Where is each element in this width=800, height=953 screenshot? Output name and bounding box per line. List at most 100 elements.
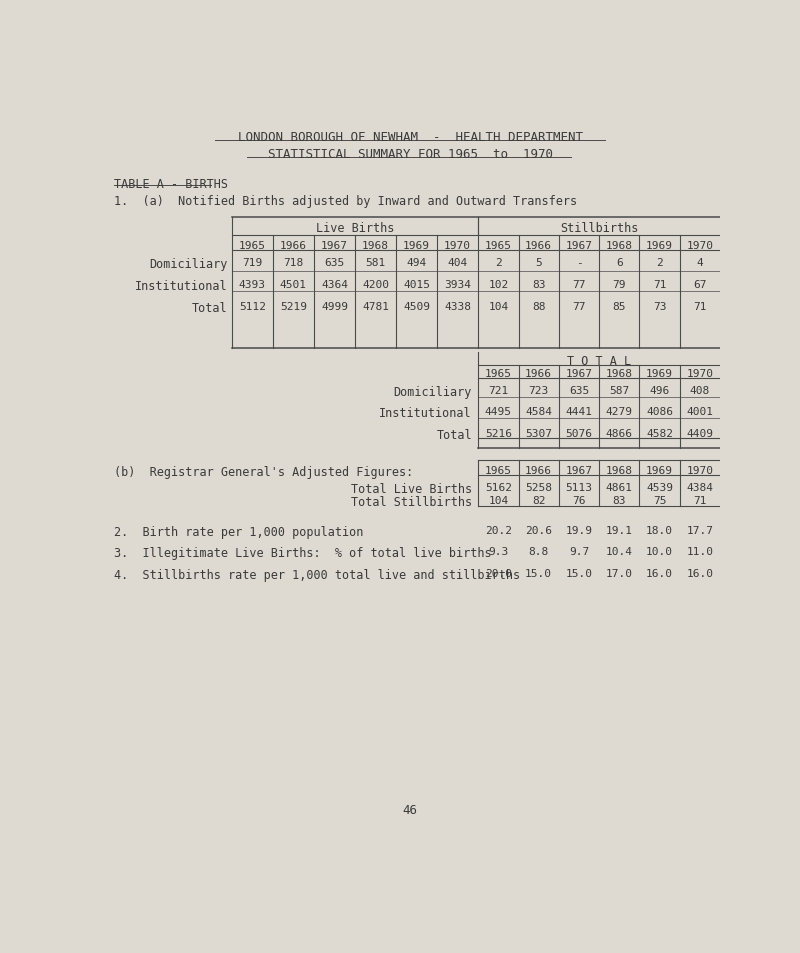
Text: 17.7: 17.7 — [686, 526, 714, 536]
Text: 1967: 1967 — [566, 369, 593, 379]
Text: 1970: 1970 — [686, 369, 714, 379]
Text: 8.8: 8.8 — [529, 547, 549, 557]
Text: Total: Total — [192, 301, 228, 314]
Text: 6: 6 — [616, 258, 622, 268]
Text: 4338: 4338 — [444, 301, 471, 312]
Text: (b)  Registrar General's Adjusted Figures:: (b) Registrar General's Adjusted Figures… — [114, 465, 413, 478]
Text: Total Stillbirths: Total Stillbirths — [351, 496, 472, 509]
Text: STATISTICAL SUMMARY FOR 1965  to  1970: STATISTICAL SUMMARY FOR 1965 to 1970 — [267, 149, 553, 161]
Text: 18.0: 18.0 — [646, 526, 673, 536]
Text: 719: 719 — [242, 258, 262, 268]
Text: 404: 404 — [447, 258, 468, 268]
Text: 82: 82 — [532, 496, 546, 506]
Text: 408: 408 — [690, 385, 710, 395]
Text: 1967: 1967 — [566, 465, 593, 476]
Text: 9.7: 9.7 — [569, 547, 589, 557]
Text: -: - — [575, 258, 582, 268]
Text: 4501: 4501 — [280, 280, 307, 290]
Text: 1968: 1968 — [606, 240, 633, 251]
Text: Domiciliary: Domiciliary — [394, 385, 472, 398]
Text: 4495: 4495 — [485, 407, 512, 416]
Text: 587: 587 — [609, 385, 630, 395]
Text: 635: 635 — [569, 385, 589, 395]
Text: 4866: 4866 — [606, 428, 633, 438]
Text: 1966: 1966 — [280, 240, 307, 251]
Text: Institutional: Institutional — [379, 407, 472, 419]
Text: 85: 85 — [613, 301, 626, 312]
Text: 4200: 4200 — [362, 280, 389, 290]
Text: 5: 5 — [535, 258, 542, 268]
Text: 1966: 1966 — [525, 369, 552, 379]
Text: Total: Total — [436, 428, 472, 441]
Text: 723: 723 — [529, 385, 549, 395]
Text: 20.2: 20.2 — [485, 526, 512, 536]
Text: 4001: 4001 — [686, 407, 714, 416]
Text: 102: 102 — [488, 280, 509, 290]
Text: 1969: 1969 — [403, 240, 430, 251]
Text: 635: 635 — [324, 258, 345, 268]
Text: 1970: 1970 — [686, 240, 714, 251]
Text: Institutional: Institutional — [135, 280, 228, 293]
Text: 1965: 1965 — [485, 465, 512, 476]
Text: 1967: 1967 — [566, 240, 593, 251]
Text: 1967: 1967 — [321, 240, 348, 251]
Text: 16.0: 16.0 — [686, 568, 714, 578]
Text: 83: 83 — [532, 280, 546, 290]
Text: 4409: 4409 — [686, 428, 714, 438]
Text: 1965: 1965 — [485, 369, 512, 379]
Text: 496: 496 — [650, 385, 670, 395]
Text: 721: 721 — [488, 385, 509, 395]
Text: 10.4: 10.4 — [606, 547, 633, 557]
Text: 104: 104 — [488, 496, 509, 506]
Text: T O T A L: T O T A L — [567, 355, 631, 368]
Text: 79: 79 — [613, 280, 626, 290]
Text: 4086: 4086 — [646, 407, 673, 416]
Text: 1968: 1968 — [362, 240, 389, 251]
Text: 19.1: 19.1 — [606, 526, 633, 536]
Text: 20.0: 20.0 — [485, 568, 512, 578]
Text: 71: 71 — [693, 301, 706, 312]
Text: 4781: 4781 — [362, 301, 389, 312]
Text: 16.0: 16.0 — [646, 568, 673, 578]
Text: 1968: 1968 — [606, 369, 633, 379]
Text: 494: 494 — [406, 258, 426, 268]
Text: 5219: 5219 — [280, 301, 307, 312]
Text: 10.0: 10.0 — [646, 547, 673, 557]
Text: 1969: 1969 — [646, 465, 673, 476]
Text: 88: 88 — [532, 301, 546, 312]
Text: 4279: 4279 — [606, 407, 633, 416]
Text: 83: 83 — [613, 496, 626, 506]
Text: 77: 77 — [572, 280, 586, 290]
Text: 4: 4 — [697, 258, 703, 268]
Text: 4861: 4861 — [606, 482, 633, 492]
Text: 20.6: 20.6 — [525, 526, 552, 536]
Text: 1969: 1969 — [646, 240, 673, 251]
Text: 104: 104 — [488, 301, 509, 312]
Text: 2.  Birth rate per 1,000 population: 2. Birth rate per 1,000 population — [114, 526, 363, 538]
Text: 4584: 4584 — [525, 407, 552, 416]
Text: 1969: 1969 — [646, 369, 673, 379]
Text: 5307: 5307 — [525, 428, 552, 438]
Text: 15.0: 15.0 — [525, 568, 552, 578]
Text: 718: 718 — [283, 258, 303, 268]
Text: 2: 2 — [495, 258, 502, 268]
Text: 46: 46 — [402, 802, 418, 816]
Text: 1970: 1970 — [444, 240, 471, 251]
Text: 2: 2 — [656, 258, 663, 268]
Text: 1.  (a)  Notified Births adjusted by Inward and Outward Transfers: 1. (a) Notified Births adjusted by Inwar… — [114, 194, 577, 208]
Text: 4393: 4393 — [238, 280, 266, 290]
Text: 4999: 4999 — [321, 301, 348, 312]
Text: TABLE A - BIRTHS: TABLE A - BIRTHS — [114, 177, 228, 191]
Text: 75: 75 — [653, 496, 666, 506]
Text: 5112: 5112 — [238, 301, 266, 312]
Text: 4015: 4015 — [403, 280, 430, 290]
Text: 5076: 5076 — [566, 428, 593, 438]
Text: 4.  Stillbirths rate per 1,000 total live and stillbirths: 4. Stillbirths rate per 1,000 total live… — [114, 568, 520, 581]
Text: 4509: 4509 — [403, 301, 430, 312]
Text: 77: 77 — [572, 301, 586, 312]
Text: Domiciliary: Domiciliary — [150, 258, 228, 272]
Text: 1970: 1970 — [686, 465, 714, 476]
Text: 67: 67 — [693, 280, 706, 290]
Text: 4441: 4441 — [566, 407, 593, 416]
Text: 1966: 1966 — [525, 465, 552, 476]
